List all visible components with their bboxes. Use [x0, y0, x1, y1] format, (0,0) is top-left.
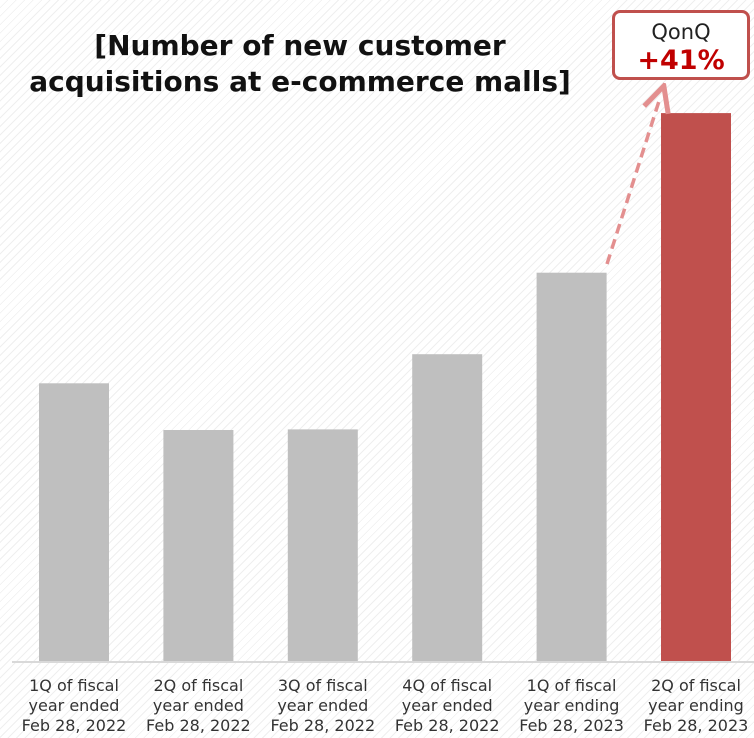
bar-4 [412, 354, 483, 662]
x-tick-label-3: 3Q of fiscal year ended Feb 28, 2022 [258, 676, 388, 736]
x-tick-label-line: 1Q of fiscal [29, 676, 119, 695]
x-tick-label-line: Feb 28, 2023 [519, 716, 624, 735]
x-tick-label-line: Feb 28, 2023 [643, 716, 749, 735]
x-tick-label-line: 2Q of fiscal [153, 676, 244, 695]
x-tick-label-line: year ended [152, 696, 244, 715]
callout-value: +41% [637, 45, 725, 76]
bar-1 [39, 383, 109, 662]
x-tick-label-line: Feb 28, 2022 [394, 716, 500, 735]
bars-group [39, 113, 731, 663]
x-tick-label-line: year ended [28, 696, 120, 715]
growth-arrow [605, 98, 660, 265]
x-tick-label-2: 2Q of fiscal year ended Feb 28, 2022 [133, 676, 263, 736]
x-tick-label-5: 1Q of fiscal year ending Feb 28, 2023 [507, 676, 637, 736]
x-tick-label-line: 3Q of fiscal [277, 676, 368, 695]
chart-title-line-2: acquisitions at e-commerce malls] [29, 65, 571, 98]
x-tick-label-1: 1Q of fiscal year ended Feb 28, 2022 [9, 676, 139, 736]
bar-6 [661, 113, 731, 663]
x-tick-label-6: 2Q of fiscal year ending Feb 28, 2023 [631, 676, 754, 736]
chart-title: [Number of new customer acquisitions at … [0, 28, 600, 100]
callout-label: QonQ [651, 20, 711, 44]
x-tick-label-line: year ending [523, 696, 620, 715]
bar-3 [287, 429, 358, 662]
x-tick-label-line: Feb 28, 2022 [270, 716, 376, 735]
x-tick-label-line: year ended [401, 696, 493, 715]
bar-2 [163, 430, 234, 662]
qonq-callout: QonQ +41% [612, 10, 750, 80]
x-tick-label-line: 2Q of fiscal [651, 676, 741, 695]
x-tick-label-line: year ending [648, 696, 744, 715]
x-tick-label-line: Feb 28, 2022 [21, 716, 127, 735]
x-tick-label-line: Feb 28, 2022 [146, 716, 251, 735]
x-tick-label-4: 4Q of fiscal year ended Feb 28, 2022 [382, 676, 512, 736]
x-tick-label-line: 4Q of fiscal [402, 676, 493, 695]
chart-title-line-1: [Number of new customer [94, 29, 506, 62]
bar-5 [536, 272, 607, 662]
x-tick-label-line: 1Q of fiscal [526, 676, 617, 695]
x-tick-label-line: year ended [277, 696, 369, 715]
